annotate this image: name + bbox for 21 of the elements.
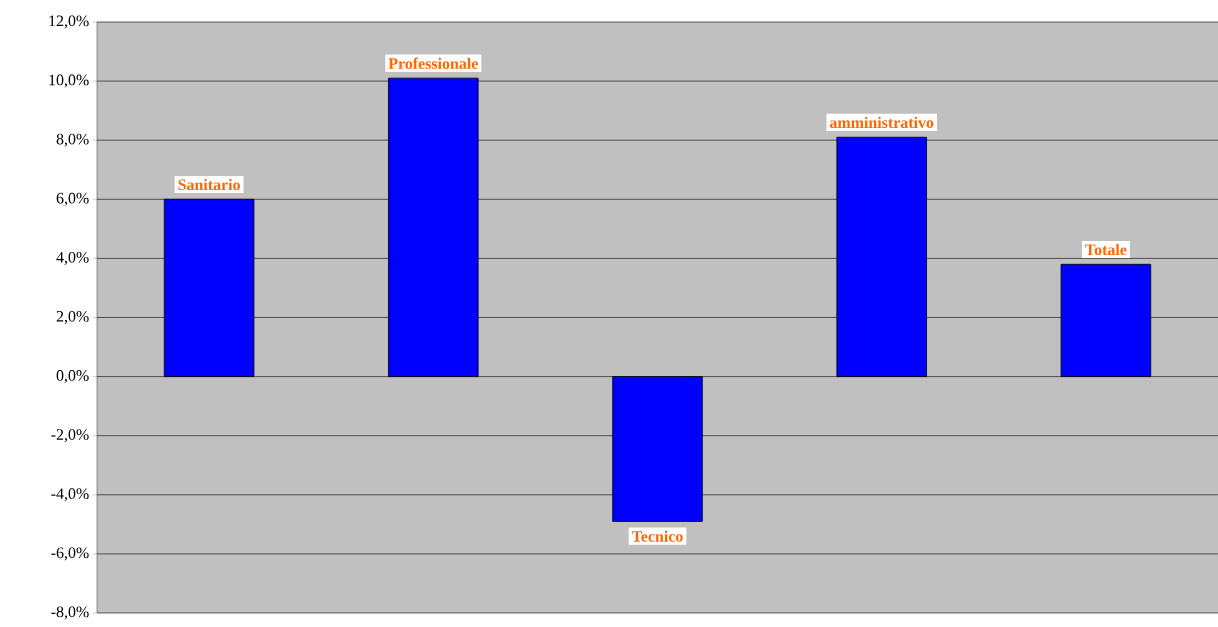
y-tick-label: -2,0% xyxy=(51,429,89,443)
y-tick-label: -6,0% xyxy=(51,547,89,561)
y-tick-label: 0,0% xyxy=(56,370,89,384)
bar xyxy=(836,136,927,377)
y-tick-label: -4,0% xyxy=(51,488,89,502)
bar xyxy=(1060,263,1152,377)
x-tick-label: amministrativo xyxy=(829,116,934,129)
y-tick-label: 6,0% xyxy=(56,192,89,206)
y-tick-label: 10,0% xyxy=(49,74,89,88)
x-tick-label: Professionale xyxy=(388,57,478,69)
bar xyxy=(163,198,255,377)
y-tick-label: -8,0% xyxy=(51,606,89,620)
y-tick-label: 4,0% xyxy=(56,251,89,265)
y-tick-label: 12,0% xyxy=(49,15,89,29)
x-tick-label: Totale xyxy=(1085,243,1127,256)
bar xyxy=(612,376,703,522)
y-tick-label: 8,0% xyxy=(56,133,89,147)
bar xyxy=(388,77,479,377)
x-tick-label: Sanitario xyxy=(178,178,240,191)
x-tick-label: Tecnico xyxy=(631,530,683,542)
y-tick-label: 2,0% xyxy=(56,310,89,325)
